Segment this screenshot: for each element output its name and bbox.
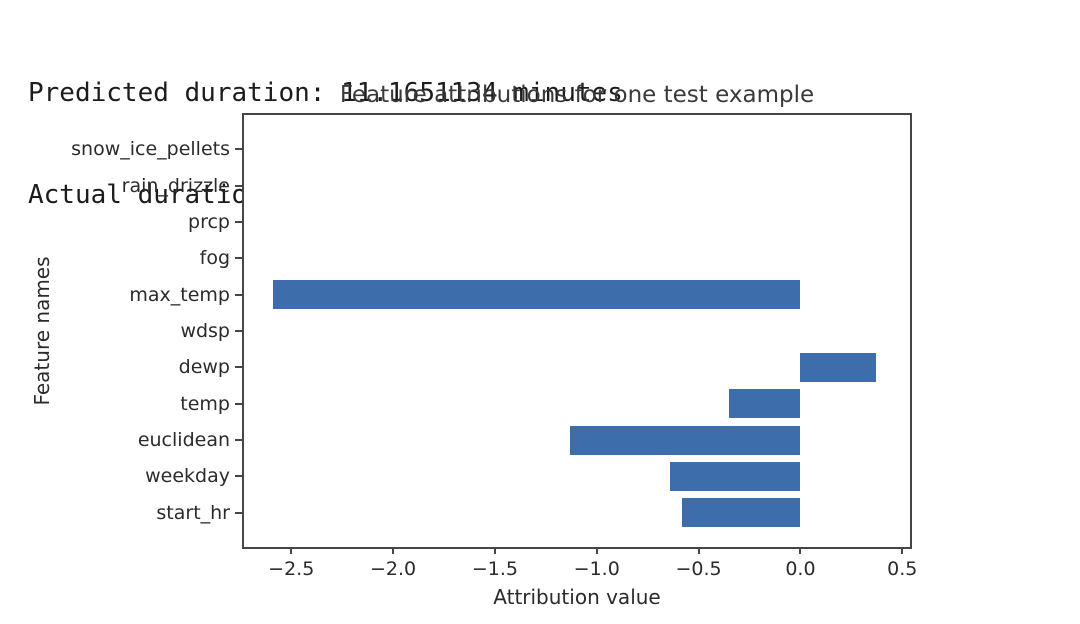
y-tick-mark — [235, 366, 242, 369]
bar-start_hr — [682, 498, 801, 528]
y-tick-label-wdsp: wdsp — [180, 320, 230, 342]
y-tick-label-snow_ice_pellets: snow_ice_pellets — [71, 138, 230, 161]
y-tick-mark — [235, 330, 242, 332]
x-axis-label: Attribution value — [493, 585, 661, 609]
y-tick-mark — [235, 220, 242, 223]
x-tick-mark — [493, 548, 496, 554]
x-tick-mark — [901, 548, 904, 554]
bar-euclidean — [570, 425, 801, 455]
y-tick-mark — [235, 293, 242, 296]
x-tick-mark — [799, 548, 802, 554]
y-tick-mark — [235, 475, 242, 478]
y-tick-mark — [235, 148, 242, 151]
bar-weekday — [670, 461, 801, 491]
x-tick-label: −2.0 — [370, 558, 417, 580]
y-tick-label-euclidean: euclidean — [137, 429, 230, 452]
y-tick-mark — [235, 257, 242, 260]
plot-area: −2.5 −2.0 −1.5 −1.0 −0.5 0.0 0.5 — [235, 113, 917, 580]
x-tick-mark — [595, 548, 598, 554]
y-tick-mark — [235, 402, 242, 405]
x-tick-mark — [290, 548, 293, 554]
y-tick-label-rain_drizzle: rain_drizzle — [121, 174, 230, 197]
y-tick-label-start_hr: start_hr — [156, 501, 230, 524]
x-tick-label: −1.5 — [471, 558, 518, 580]
y-tick-mark — [235, 184, 242, 187]
y-tick-label-prcp: prcp — [188, 210, 230, 233]
y-tick-label-max_temp: max_temp — [129, 283, 230, 306]
predicted-duration-line: Predicted duration: 11.1651134 minutes — [28, 78, 623, 108]
bar-temp — [729, 389, 801, 419]
bar-dewp — [800, 352, 876, 382]
x-tick-mark — [697, 548, 700, 554]
y-tick-mark — [235, 439, 242, 442]
y-tick-label-weekday: weekday — [145, 465, 230, 488]
x-tick-label: −1.0 — [573, 558, 620, 580]
x-tick-label: 0.5 — [887, 558, 918, 580]
x-tick-label: 0.0 — [785, 558, 816, 580]
x-tick-label: −0.5 — [675, 558, 722, 580]
x-tick-label: −2.5 — [268, 558, 315, 580]
y-tick-label-fog: fog — [199, 247, 230, 270]
y-tick-label-dewp: dewp — [178, 356, 230, 379]
chart-title: Feature attributions for one test exampl… — [339, 82, 815, 108]
y-tick-label-temp: temp — [180, 392, 230, 415]
y-tick-mark — [235, 511, 242, 514]
bar-max_temp — [272, 280, 801, 310]
x-tick-mark — [392, 548, 395, 554]
